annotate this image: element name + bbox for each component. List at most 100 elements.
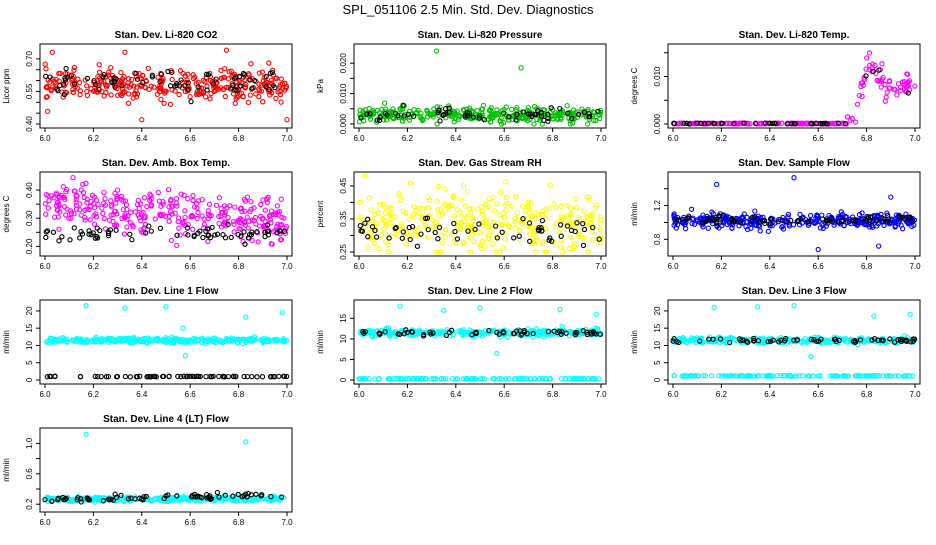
data-point [414,376,420,382]
data-point [580,220,586,227]
data-point [281,373,287,379]
data-point [704,216,710,222]
page-title: SPL_051106 2.5 Min. Std. Dev. Diagnostic… [343,2,594,17]
data-point [762,220,768,227]
data-point [674,339,680,345]
data-point [525,104,531,111]
data-point [84,83,90,89]
data-point [699,220,705,226]
data-point [486,327,492,334]
y-axis-label: percent [316,200,325,227]
outlier-point [791,175,797,181]
outlier-point [223,47,230,53]
data-point [574,220,580,226]
data-point [674,121,680,127]
data-point [168,237,174,244]
data-point [506,376,512,382]
data-point [550,116,556,122]
data-point [113,227,119,233]
data-point [406,376,412,382]
data-point [166,218,172,224]
data-point [77,235,83,241]
data-point [357,216,363,222]
data-point [127,231,133,237]
data-point [277,84,283,90]
data-point [127,219,134,226]
data-point [237,216,243,222]
outlier-point [397,303,403,309]
data-point [44,374,51,380]
data-point [96,69,103,75]
data-point [849,214,856,220]
x-tick-label: 6.2 [716,390,728,399]
data-point [385,220,391,226]
data-point [268,77,274,83]
data-point [406,234,413,240]
data-point [437,118,443,124]
data-point [245,99,252,106]
data-point [115,338,122,344]
data-point [581,235,587,241]
data-point [743,223,749,230]
data-point [530,330,536,337]
data-point [376,246,382,252]
data-point [540,208,546,214]
data-point [897,337,904,343]
data-point [466,206,473,212]
data-point [580,234,586,240]
data-point [497,118,504,125]
data-point [558,233,564,239]
y-tick-label: 0.6 [25,468,34,480]
x-tick-label: 6.8 [547,262,559,271]
data-point [43,192,49,198]
data-point [400,208,407,214]
y-tick-label: 1.0 [25,437,34,449]
data-point [138,218,144,224]
data-point [175,337,181,343]
data-point [425,205,432,211]
data-point [460,327,467,333]
data-point [139,496,145,502]
data-point [365,244,371,251]
data-point [281,339,287,345]
data-point [95,73,101,80]
data-point [530,232,536,238]
data-point [451,213,458,219]
data-point [411,113,417,119]
data-point [72,338,78,344]
data-point [200,337,207,343]
data-point [374,117,380,123]
data-point [378,106,385,113]
x-tick-label: 6.6 [185,390,197,399]
data-point [796,373,803,379]
data-point [516,233,522,239]
data-point [442,229,448,235]
data-point [194,215,200,222]
data-point [744,373,750,379]
data-point [88,338,95,345]
x-tick-label: 6.8 [547,134,559,143]
data-point [242,198,249,204]
data-point [178,77,184,83]
data-point [277,231,283,237]
y-tick-label: 15 [653,323,662,332]
data-point [570,376,576,382]
data-point [55,207,61,213]
data-point [463,376,469,382]
data-point [839,218,845,224]
data-point [434,121,440,127]
data-point [457,226,464,232]
data-point [752,120,759,127]
data-point [729,215,735,222]
data-point [482,331,489,337]
data-point [141,225,147,231]
data-point [470,215,476,221]
data-point [137,75,143,81]
y-tick-label: 5 [653,360,662,365]
data-point [532,376,538,382]
data-point [130,335,137,342]
data-point [92,373,98,380]
data-point [249,229,255,235]
data-point [157,211,163,217]
